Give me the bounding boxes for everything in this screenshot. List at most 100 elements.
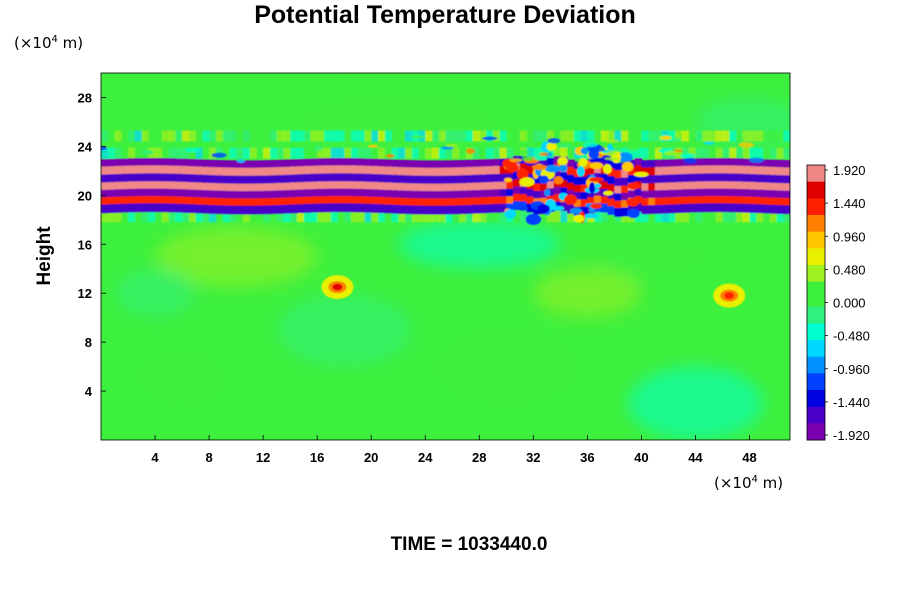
heatmap-cell	[391, 159, 400, 169]
heatmap-cell	[580, 176, 589, 186]
heatmap-cell	[222, 147, 231, 159]
heatmap-cell	[161, 211, 170, 223]
heatmap-cell	[148, 158, 157, 167]
heatmap-cell	[776, 211, 785, 223]
heatmap-cell	[560, 211, 569, 223]
heatmap-cell	[161, 130, 170, 142]
heatmap-cell	[215, 190, 224, 200]
heatmap-cell	[202, 174, 211, 184]
heatmap-cell	[472, 130, 481, 142]
heatmap-cell	[526, 203, 535, 213]
heatmap-cell	[357, 211, 366, 223]
heatmap-cell	[148, 195, 157, 205]
heatmap-cell	[762, 130, 771, 142]
heatmap-cell	[681, 189, 690, 199]
heatmap-cell	[654, 175, 663, 184]
heatmap-cell	[688, 165, 697, 175]
heatmap-field	[101, 73, 790, 440]
heatmap-cell	[182, 130, 190, 142]
heatmap-cell	[654, 159, 663, 169]
heatmap-cell	[540, 160, 548, 169]
heatmap-cell	[567, 174, 575, 184]
heatmap-cell	[391, 182, 400, 192]
heatmap-cell	[762, 189, 771, 199]
heatmap-cell	[445, 205, 454, 215]
heatmap-cell	[377, 174, 386, 184]
heatmap-cell	[263, 160, 271, 169]
heatmap-cell	[101, 147, 109, 159]
heatmap-cell	[538, 175, 549, 184]
heatmap-cell	[708, 147, 717, 159]
heatmap-cell	[384, 166, 393, 176]
heatmap-cell	[769, 204, 778, 214]
heatmap-cell	[202, 147, 211, 159]
heatmap-cell	[438, 130, 447, 142]
heatmap-cell	[513, 193, 521, 203]
heatmap-cell	[330, 158, 339, 167]
colorbar-swatch	[807, 273, 825, 283]
heatmap-cell	[168, 147, 177, 159]
heatmap-cell	[445, 190, 454, 200]
heatmap-cell	[303, 158, 312, 168]
heatmap-cell	[519, 130, 528, 142]
heatmap-cell	[614, 208, 623, 217]
heatmap-cell	[594, 195, 602, 205]
heatmap-cell	[107, 166, 116, 176]
heatmap-cell	[431, 160, 440, 170]
heatmap-cell	[675, 174, 683, 184]
heatmap-cell	[101, 197, 109, 206]
heatmap-cell	[594, 173, 602, 182]
heatmap-cell	[589, 182, 596, 194]
colorbar-swatch	[807, 198, 825, 208]
heatmap-cell	[283, 174, 292, 184]
heatmap-cell	[703, 141, 715, 145]
x-tick-label: 8	[205, 450, 212, 465]
heatmap-cell	[330, 203, 339, 213]
heatmap-cell	[317, 173, 325, 183]
heatmap-cell	[513, 179, 521, 188]
heatmap-cell	[128, 203, 136, 213]
heatmap-cell	[101, 130, 109, 142]
heatmap-cell	[715, 130, 724, 142]
heatmap-cell	[722, 158, 731, 167]
heatmap-cell	[532, 164, 547, 170]
heatmap-cell	[708, 173, 717, 183]
heatmap-cell	[521, 155, 534, 161]
heatmap-cell	[540, 130, 548, 142]
heatmap-cell	[438, 205, 447, 215]
heatmap-cell	[263, 190, 271, 200]
heatmap-cell	[452, 175, 461, 185]
heatmap-cell	[344, 188, 352, 198]
heatmap-cell	[479, 166, 488, 176]
heatmap-cell	[578, 158, 588, 167]
heatmap-cell	[547, 137, 561, 144]
heatmap-cell	[350, 196, 359, 205]
colorbar-tick-label: -0.960	[833, 362, 870, 377]
heatmap-cell	[242, 191, 251, 200]
heatmap-cell	[506, 196, 515, 205]
heatmap-cell	[459, 183, 467, 193]
heatmap-cell	[627, 182, 641, 190]
heatmap-cell	[533, 190, 542, 200]
heatmap-cell	[182, 211, 190, 223]
heatmap-cell	[107, 189, 116, 199]
heatmap-cell	[121, 130, 130, 142]
heatmap-cell	[634, 211, 643, 223]
heatmap-cell	[222, 198, 231, 207]
heatmap-cell	[594, 188, 602, 198]
heatmap-cell	[634, 203, 643, 213]
heatmap-cell	[776, 175, 785, 184]
heatmap-cell	[776, 159, 785, 169]
heatmap-cell	[668, 204, 677, 214]
heatmap-cell	[337, 147, 346, 159]
heatmap-cell	[580, 147, 589, 155]
heatmap-cell	[607, 176, 616, 185]
heatmap-cell	[269, 205, 278, 215]
heatmap-cell	[580, 184, 589, 194]
heatmap-patch	[155, 225, 318, 288]
heatmap-cell	[722, 130, 731, 142]
heatmap-cell	[303, 181, 312, 191]
heatmap-cell	[242, 130, 251, 142]
heatmap-cell	[641, 205, 650, 215]
heatmap-cell	[276, 197, 285, 207]
